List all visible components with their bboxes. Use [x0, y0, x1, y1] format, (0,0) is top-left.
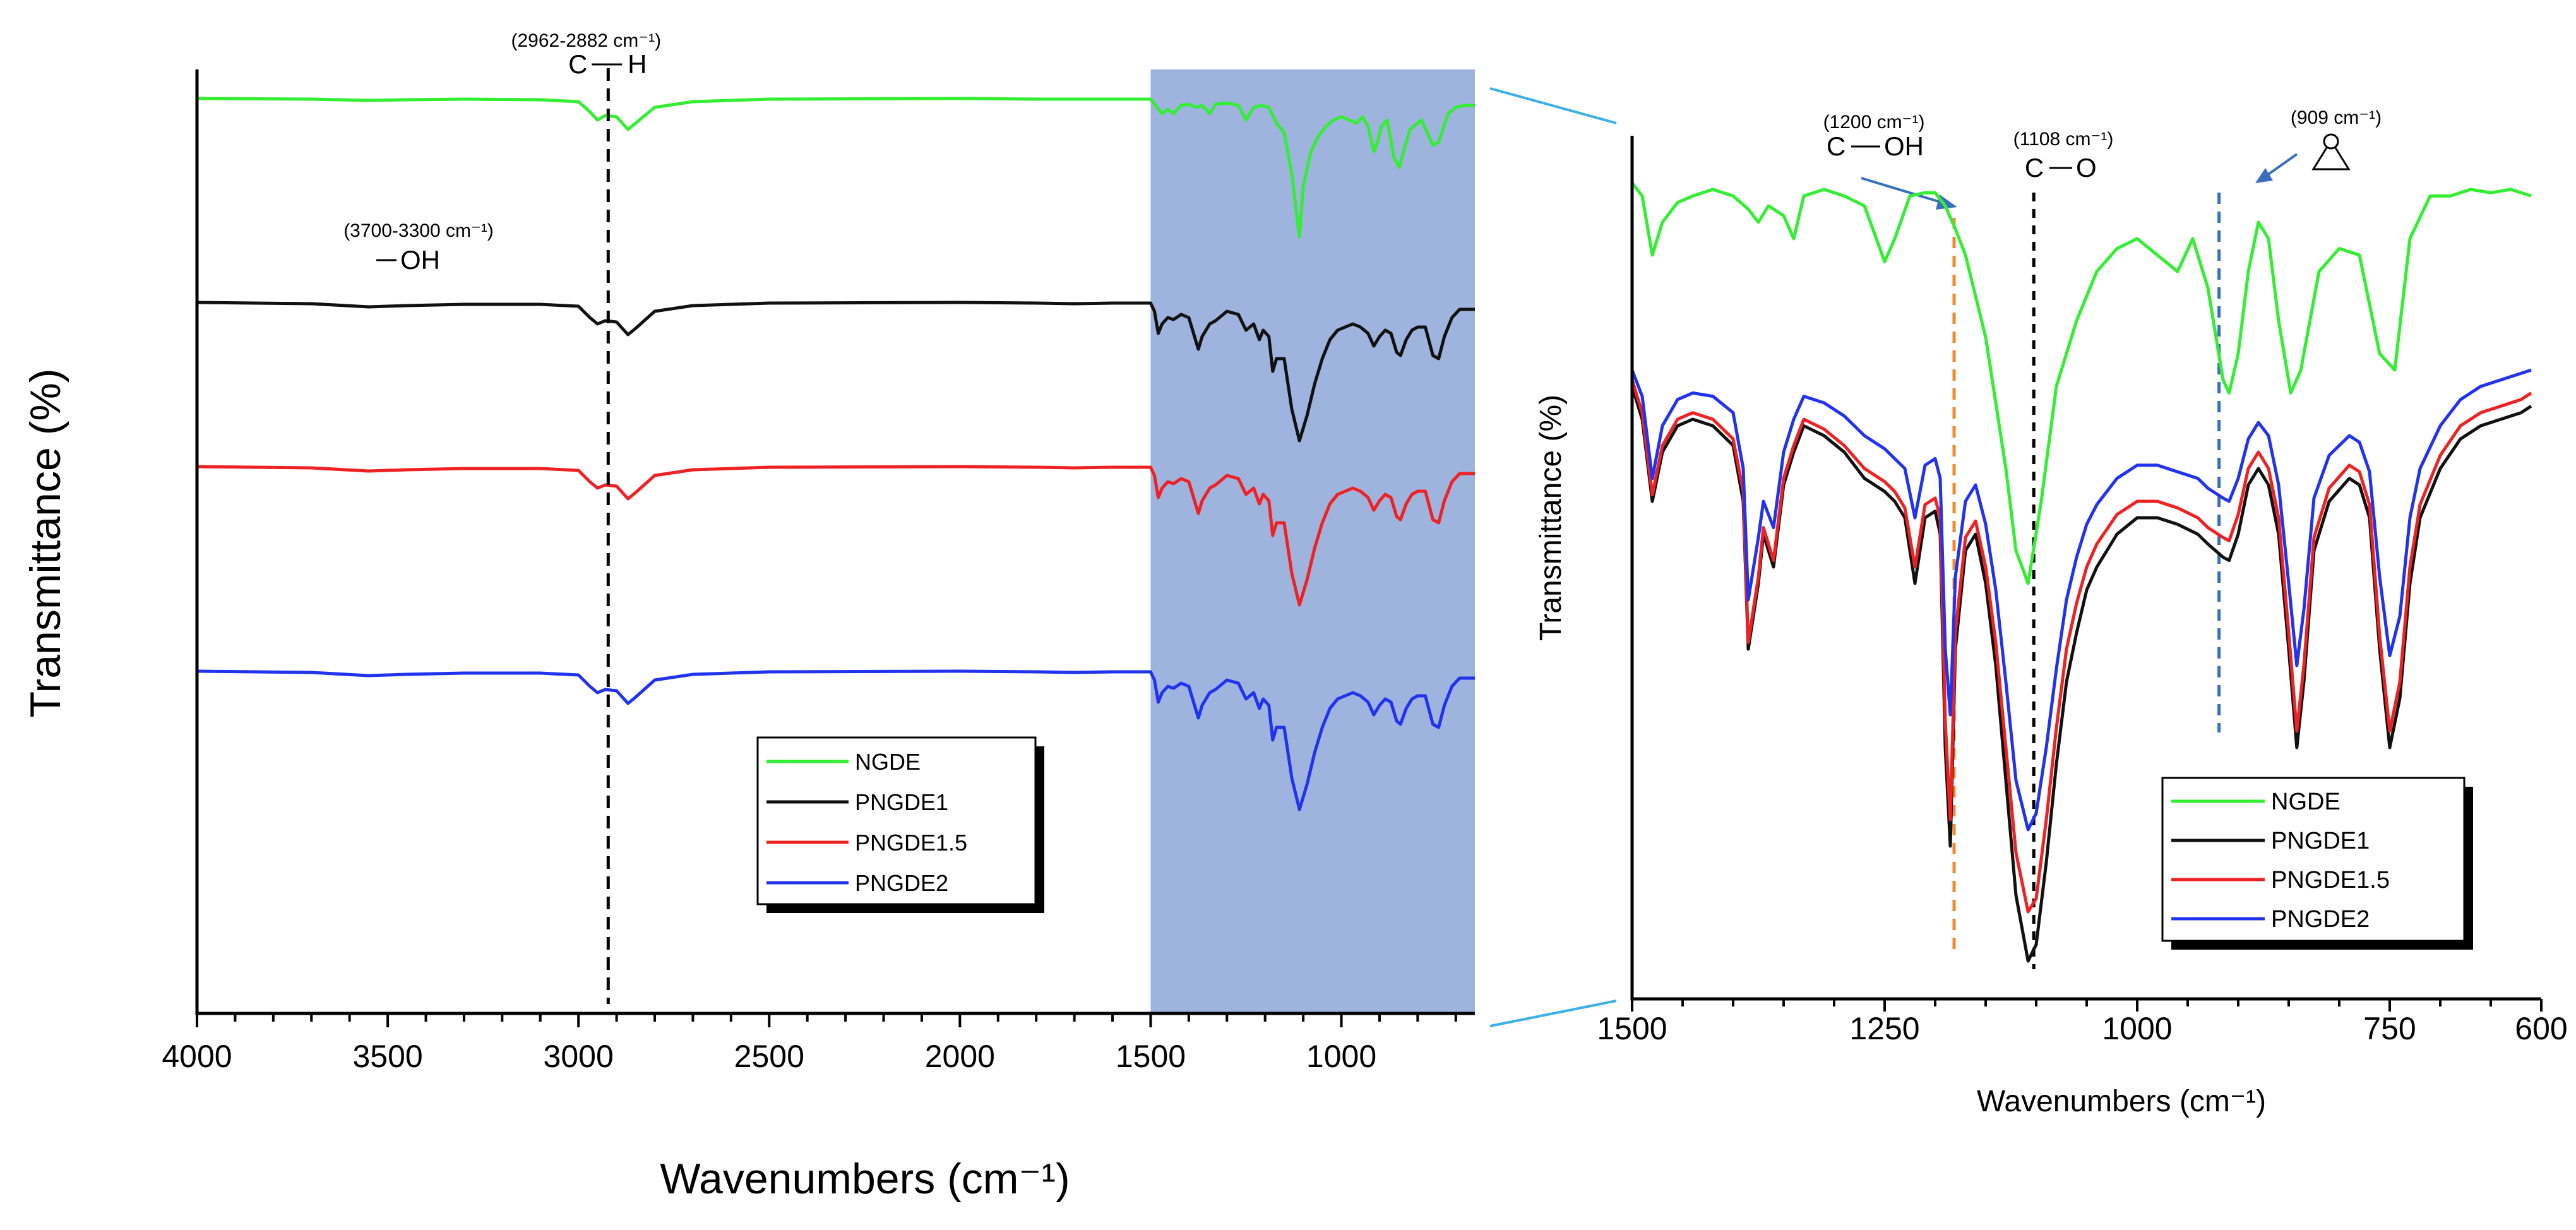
x-tick-label: 1000 [1306, 1039, 1376, 1074]
fingerprint-legend: NGDE PNGDE1 PNGDE1.5 PNGDE2 [2161, 777, 2473, 950]
zoom-x-tick-label: 750 [2363, 1011, 2416, 1046]
legend-box [2161, 777, 2466, 942]
oh-group-label: OH [400, 245, 440, 275]
x-tick-label: 4000 [162, 1039, 232, 1074]
c-oh-right-group: OH [1884, 131, 1924, 161]
x-tick-label: 2000 [925, 1039, 995, 1074]
c-o-right-atom: O [2076, 153, 2097, 182]
c-oh-range-label: (1200 cm⁻¹) [1823, 112, 1925, 133]
full-spectrum-x-axis-label: Wavenumbers (cm⁻¹) [660, 1155, 1070, 1203]
zoom-x-tick-label: 600 [2515, 1011, 2567, 1046]
full-spectrum-panel: (2962-2882 cm⁻¹)C H (3700-3300 cm⁻¹) OH 400… [21, 30, 1475, 1203]
full-spectrum-annotations: (2962-2882 cm⁻¹)C H (3700-3300 cm⁻¹) OH [343, 30, 661, 1004]
legend-box [756, 736, 1037, 905]
legend-label-ngde: NGDE [855, 749, 921, 775]
series-line-pngde2 [196, 669, 1475, 811]
legend-label-pngde2: PNGDE2 [855, 870, 948, 896]
c-oh-left-atom: C [1827, 131, 1846, 161]
zoom-connector-bottom [1489, 1000, 1617, 1027]
c-o-left-atom: C [2025, 153, 2044, 182]
epoxide-ring-icon [2311, 133, 2351, 170]
x-tick-label: 1500 [1116, 1039, 1186, 1074]
series-line-pngde1 [196, 301, 1475, 443]
epoxide-arrow-head [2255, 168, 2273, 183]
legend-label-pngde2: PNGDE2 [2271, 906, 2370, 933]
fingerprint-x-ticks: 1500 1250 1000 750 600 [1597, 999, 2568, 1046]
epoxide-arrow-shaft [2265, 153, 2298, 177]
ch-range-label: (2962-2882 cm⁻¹) [511, 30, 662, 51]
zoom-x-tick-label: 1500 [1597, 1011, 1667, 1046]
x-tick-label: 3000 [544, 1039, 614, 1074]
epoxide-range-label: (909 cm⁻¹) [2291, 107, 2382, 128]
c-o-range-label: (1108 cm⁻¹) [2013, 129, 2114, 150]
legend-label-pngde1: PNGDE1 [855, 789, 948, 815]
legend-label-pngde1: PNGDE1 [2271, 828, 2370, 854]
fingerprint-zoom-panel: (1200 cm⁻¹)C OH (1108 cm⁻¹)C O(909 cm⁻¹) 15… [1534, 107, 2568, 1118]
zoom-connector-top [1489, 87, 1617, 124]
x-tick-label: 2500 [734, 1039, 804, 1074]
oh-range-label: (3700-3300 cm⁻¹) [343, 220, 494, 241]
fingerprint-highlight-region [1150, 69, 1475, 1013]
ch-bond-right-atom: H [628, 49, 647, 79]
zoom-series-line-ngde [1631, 182, 2532, 585]
fingerprint-series-group [1630, 182, 2532, 963]
zoom-series-line-pngde1-5 [1630, 379, 2532, 914]
c-oh-arrow-shaft [1861, 177, 1945, 205]
legend-label-pngde1-5: PNGDE1.5 [2271, 867, 2390, 893]
zoom-x-tick-label: 1250 [1849, 1011, 1919, 1046]
zoom-series-line-pngde2 [1630, 368, 2532, 832]
legend-label-ngde: NGDE [2271, 789, 2340, 815]
fingerprint-x-axis-label: Wavenumbers (cm⁻¹) [1977, 1085, 2266, 1118]
x-tick-label: 3500 [352, 1039, 422, 1074]
legend-label-pngde1-5: PNGDE1.5 [855, 830, 967, 856]
full-spectrum-x-ticks: 4000 3500 3000 2500 2000 1500 1000 [162, 1013, 1457, 1074]
ch-bond-left-atom: C [568, 49, 587, 79]
full-spectrum-y-axis-label: Transmittance (%) [21, 369, 69, 718]
full-spectrum-series-group [196, 97, 1475, 811]
series-line-ngde [196, 97, 1475, 239]
full-spectrum-legend: NGDE PNGDE1 PNGDE1.5 PNGDE2 [756, 736, 1044, 913]
zoom-x-tick-label: 1000 [2102, 1011, 2172, 1046]
series-line-pngde1-5 [196, 465, 1475, 607]
fingerprint-y-axis-label: Transmittance (%) [1534, 395, 1568, 641]
